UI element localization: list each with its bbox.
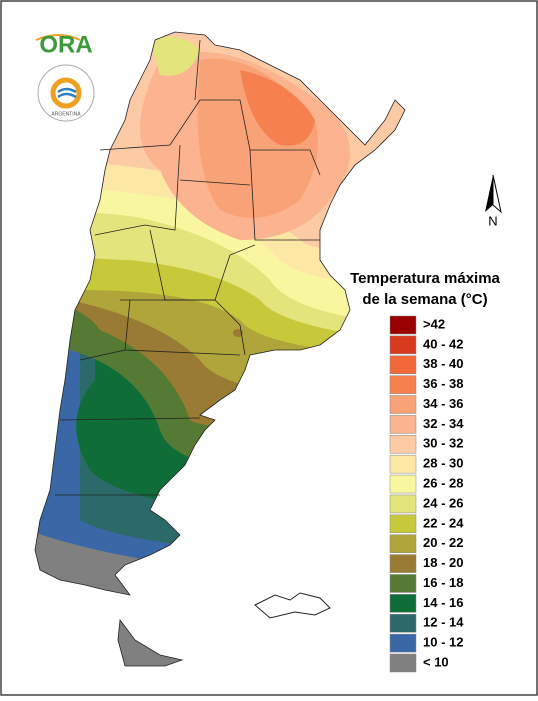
- legend-label: >42: [423, 316, 445, 331]
- legend-label: 14 - 16: [423, 595, 463, 610]
- legend-swatch: [389, 415, 417, 434]
- legend-swatch: [389, 315, 417, 335]
- legend-label: 28 - 30: [423, 456, 463, 471]
- north-arrow: N: [485, 174, 502, 228]
- legend-swatch: [389, 474, 417, 494]
- legend-swatch: [389, 454, 417, 474]
- emblem-sun: [50, 77, 82, 109]
- legend-swatch: [389, 633, 417, 653]
- legend-label: 16 - 18: [423, 575, 463, 590]
- legend-swatch: [389, 435, 417, 454]
- legend-swatch: [389, 594, 417, 613]
- islands: [254, 592, 331, 619]
- north-arrow-left: [485, 175, 493, 212]
- legend-title: Temperatura máxima: [350, 270, 500, 287]
- province-borders: [34, 31, 406, 667]
- legend-swatch: [389, 335, 417, 355]
- legend-swatch: [389, 534, 417, 553]
- north-arrow-right: [492, 174, 502, 214]
- legend-label: 22 - 24: [423, 515, 464, 530]
- legend-swatch: [389, 574, 417, 593]
- logo-arc: [35, 34, 81, 41]
- legend-swatch: [389, 554, 417, 573]
- logo: ARGENTINA ORA: [35, 31, 95, 122]
- legend: Temperatura máxima de la semana (°C) >42…: [350, 270, 501, 673]
- legend-label: 30 - 32: [423, 436, 463, 451]
- legend-label: 40 - 42: [423, 336, 463, 351]
- legend-title: de la semana (°C): [362, 291, 487, 308]
- legend-label: 24 - 26: [423, 495, 463, 510]
- legend-swatch: [389, 395, 417, 414]
- legend-swatch: [389, 613, 417, 633]
- legend-swatch: [389, 514, 417, 534]
- legend-swatch: [389, 653, 417, 673]
- emblem-text: ARGENTINA: [51, 111, 81, 117]
- legend-label: 26 - 28: [423, 475, 463, 490]
- north-label: N: [488, 213, 497, 228]
- legend-swatch: [389, 355, 417, 375]
- legend-label: 20 - 22: [423, 535, 463, 550]
- legend-label: < 10: [423, 654, 449, 669]
- logo-text: ORA: [39, 31, 92, 58]
- legend-swatch: [389, 375, 417, 394]
- legend-label: 18 - 20: [423, 555, 463, 570]
- emblem-wave: [57, 87, 77, 99]
- legend-swatch: [389, 494, 417, 514]
- legend-label: 12 - 14: [423, 615, 464, 630]
- legend-label: 38 - 40: [423, 356, 463, 371]
- legend-label: 10 - 12: [423, 635, 463, 650]
- legend-label: 36 - 38: [423, 376, 463, 391]
- legend-label: 34 - 36: [423, 396, 463, 411]
- legend-label: 32 - 34: [423, 416, 464, 431]
